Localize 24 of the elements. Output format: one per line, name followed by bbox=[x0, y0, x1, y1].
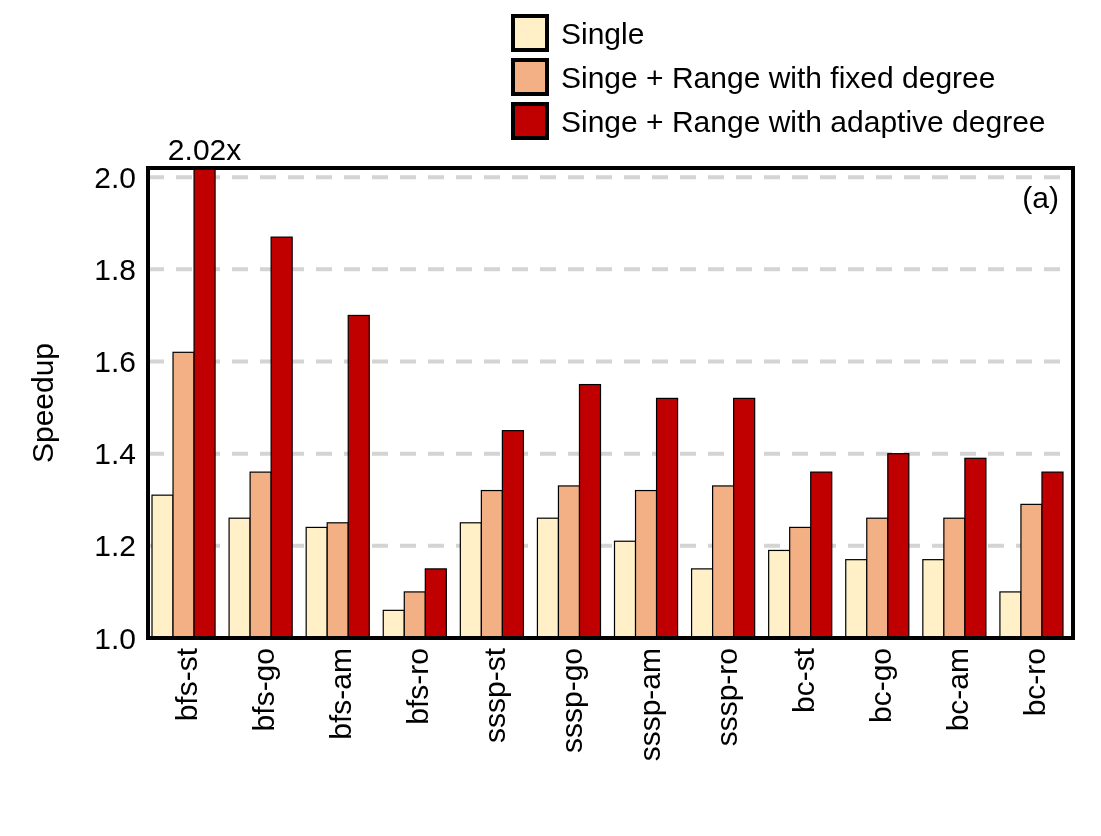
annotation: (a) bbox=[1022, 181, 1059, 214]
legend-label: Single bbox=[561, 16, 645, 50]
x-tick-label: bfs-go bbox=[247, 648, 281, 732]
x-tick-label: sssp-ro bbox=[709, 648, 743, 747]
y-tick-label: 1.4 bbox=[94, 437, 136, 471]
x-tick-label: bfs-am bbox=[324, 648, 358, 740]
x-tick-label: sssp-am bbox=[632, 648, 666, 762]
x-tick-label: bfs-ro bbox=[401, 648, 435, 725]
x-tick-label: bc-go bbox=[863, 648, 897, 724]
y-tick-label: 1.2 bbox=[94, 529, 136, 563]
y-tick-label: 1.0 bbox=[94, 621, 136, 655]
legend-label: Singe + Range with adaptive degree bbox=[561, 104, 1046, 138]
x-tick-label: bc-st bbox=[786, 647, 820, 714]
x-tick-label: sssp-st bbox=[478, 647, 512, 744]
x-tick-label: bfs-st bbox=[170, 647, 204, 722]
legend-label: Singe + Range with fixed degree bbox=[561, 60, 996, 94]
y-axis-title: Speedup bbox=[26, 342, 59, 464]
x-tick-label: sssp-go bbox=[555, 648, 589, 754]
y-tick-label: 1.6 bbox=[94, 345, 136, 379]
data-label: 2.02x bbox=[167, 133, 242, 166]
x-tick-label: bc-am bbox=[940, 648, 974, 732]
y-tick-label: 1.8 bbox=[94, 252, 136, 286]
y-tick-label: 2.0 bbox=[94, 160, 136, 194]
x-tick-label: bc-ro bbox=[1017, 648, 1051, 717]
